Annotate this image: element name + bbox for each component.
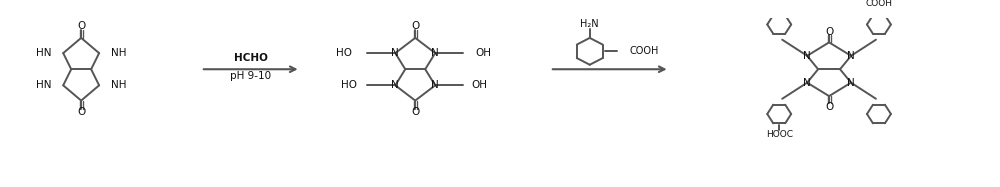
Text: O: O [825,27,833,37]
Text: O: O [77,107,85,117]
Text: COOH: COOH [865,0,892,8]
Text: HN: HN [36,48,51,58]
Text: N: N [803,51,811,61]
Text: O: O [411,107,419,117]
Text: N: N [431,48,439,58]
Text: O: O [77,21,85,31]
Text: N: N [847,51,855,61]
Text: N: N [391,48,399,58]
Text: H₂N: H₂N [580,19,599,30]
Text: OH: OH [471,80,487,90]
Text: pH 9-10: pH 9-10 [230,70,271,80]
Text: HO: HO [336,48,352,58]
Text: N: N [391,80,399,90]
Text: O: O [825,102,833,112]
Text: HO: HO [341,80,357,90]
Text: NH: NH [111,80,127,90]
Text: HOOC: HOOC [766,130,793,139]
Text: N: N [847,78,855,88]
Text: COOH: COOH [630,46,659,56]
Text: HN: HN [36,80,51,90]
Text: NH: NH [111,48,127,58]
Text: OH: OH [475,48,491,58]
Text: HCHO: HCHO [234,53,268,64]
Text: O: O [411,21,419,31]
Text: N: N [803,78,811,88]
Text: N: N [431,80,439,90]
